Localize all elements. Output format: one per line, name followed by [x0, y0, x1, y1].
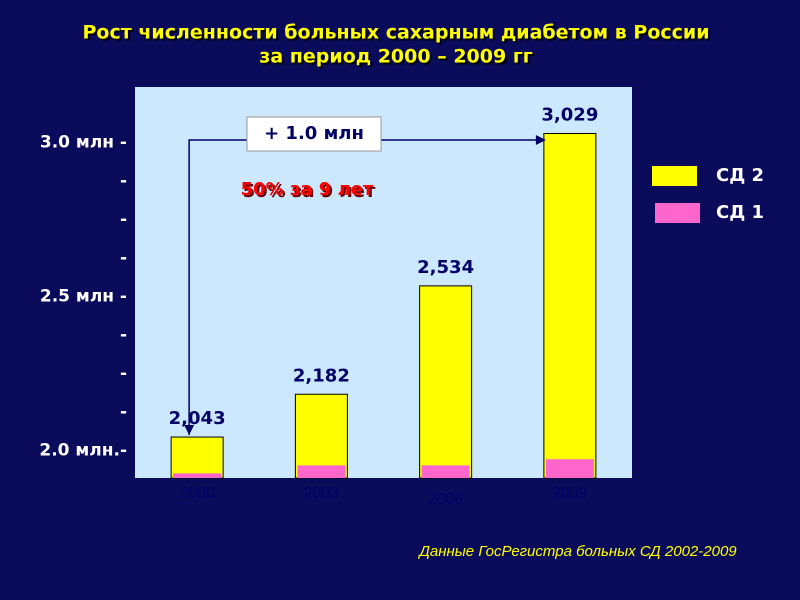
y-tick-label: 2.0 млн.- [39, 440, 127, 460]
title-shadow: Рост численности больных сахарным диабет… [84, 24, 711, 46]
bar [543, 132, 597, 479]
bar [297, 465, 346, 478]
y-tick-label: - [120, 248, 127, 268]
legend-label: СД 2 [716, 165, 764, 186]
title-line: за период 2000 – 2009 гг [259, 46, 532, 68]
source: Данные ГосРегистра больных СД 2002-2009 [417, 543, 737, 560]
title-shadow: за период 2000 – 2009 гг [261, 48, 534, 70]
x-tick-label: 2009 [552, 485, 588, 502]
x-tick-label: 2006 [428, 491, 464, 508]
y-tick-label: - [120, 325, 127, 345]
annotation-shadow: 50% за 9 лет [243, 181, 376, 202]
bar [545, 459, 594, 478]
y-tick-label: - [120, 209, 127, 229]
value-label: 2,182 [293, 365, 350, 386]
y-tick-label: - [120, 171, 127, 191]
bar [173, 473, 222, 478]
legend-label: СД 1 [716, 202, 764, 223]
value-label: 2,534 [417, 257, 474, 278]
y-tick-label: 3.0 млн - [40, 132, 127, 152]
y-tick-label: - [120, 363, 127, 383]
annotation: 50% за 9 лет [241, 179, 374, 200]
x-tick-label: 2003 [304, 485, 340, 502]
y-tick-label: 2.5 млн - [40, 286, 127, 306]
title-line: Рост численности больных сахарным диабет… [82, 22, 709, 44]
arrow [188, 139, 540, 436]
legend-swatch [655, 203, 700, 223]
value-label: 2,043 [169, 408, 226, 429]
x-tick-label: 2000 [179, 485, 215, 502]
value-label: 3,029 [541, 104, 598, 125]
annotation-box [246, 116, 382, 152]
arrow-head [184, 425, 195, 436]
bar [170, 436, 224, 479]
bar [419, 285, 473, 479]
y-tick-label: - [120, 402, 127, 422]
annotation: + 1.0 млн [264, 123, 364, 144]
legend-swatch [652, 166, 697, 186]
bar [421, 465, 470, 478]
arrow-head [535, 135, 546, 145]
